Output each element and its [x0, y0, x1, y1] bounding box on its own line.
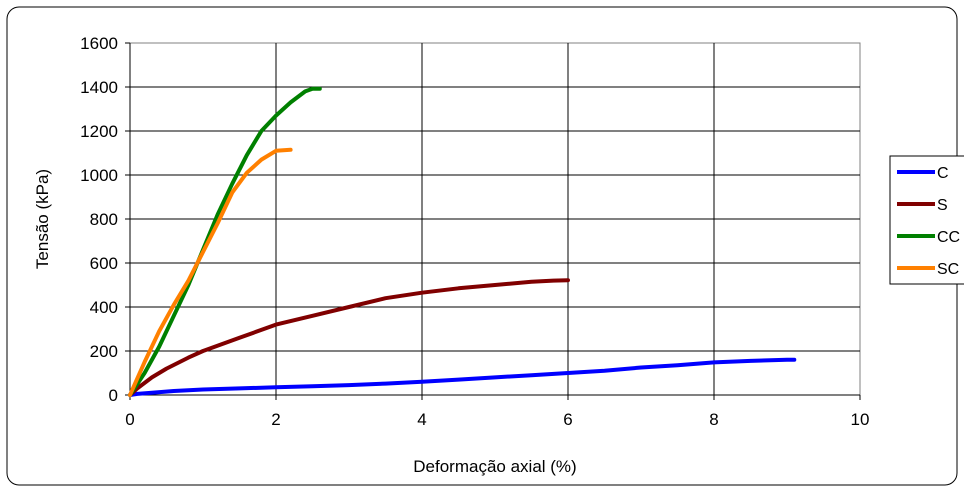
- y-tick-label: 1600: [80, 34, 118, 53]
- y-tick-label: 1200: [80, 122, 118, 141]
- legend-label-s: S: [937, 197, 948, 214]
- series-line-cc: [128, 86, 322, 397]
- legend: CS CC SC: [889, 155, 964, 285]
- x-axis-ticks: 0 2 4 6 8 10: [125, 395, 869, 429]
- y-tick-label: 600: [90, 254, 118, 273]
- legend-label-c: C: [937, 165, 949, 182]
- y-tick-label: 800: [90, 210, 118, 229]
- x-tick-label: 2: [271, 410, 280, 429]
- y-tick-label: 200: [90, 342, 118, 361]
- series-line-sc: [128, 147, 293, 397]
- x-tick-label: 10: [851, 410, 870, 429]
- y-axis-label: Tensão (kPa): [33, 169, 52, 269]
- x-tick-label: 6: [563, 410, 572, 429]
- x-tick-label: 4: [417, 410, 426, 429]
- legend-box: [889, 155, 964, 285]
- y-tick-label: 1400: [80, 78, 118, 97]
- series-line-c: [128, 357, 797, 397]
- series-line-s: [128, 278, 570, 397]
- y-axis-ticks: 0 200 400 600 800 1000 1200 1400 1600: [80, 34, 130, 405]
- y-tick-label: 1000: [80, 166, 118, 185]
- x-axis-label: Deformação axial (%): [413, 457, 576, 476]
- y-tick-label: 0: [109, 386, 118, 405]
- x-tick-label: 0: [125, 410, 134, 429]
- y-tick-label: 400: [90, 298, 118, 317]
- series-lines: [128, 86, 797, 397]
- x-tick-label: 8: [709, 410, 718, 429]
- gridlines: [129, 43, 860, 396]
- legend-label-cc: CC: [937, 229, 960, 246]
- legend-label-sc: SC: [937, 261, 959, 278]
